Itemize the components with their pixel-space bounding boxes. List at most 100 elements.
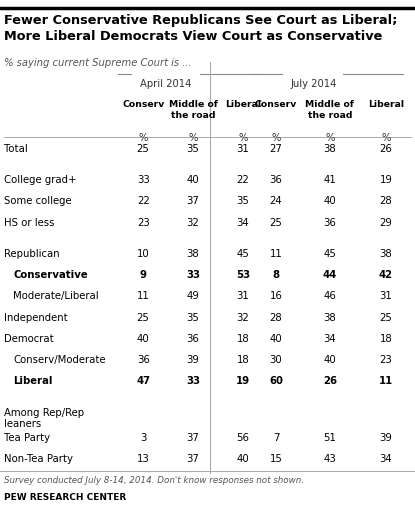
Text: 25: 25 [379,312,393,322]
Text: 33: 33 [186,270,200,280]
Text: Conserv: Conserv [255,100,297,109]
Text: 32: 32 [187,217,199,227]
Text: 22: 22 [237,175,249,185]
Text: 11: 11 [379,376,393,386]
Text: 25: 25 [137,312,150,322]
Text: Republican: Republican [4,248,60,259]
Text: 33: 33 [137,175,149,185]
Text: HS or less: HS or less [4,217,55,227]
Text: 29: 29 [379,217,393,227]
Text: 31: 31 [237,143,249,154]
Text: Independent: Independent [4,312,68,322]
Text: 15: 15 [269,453,283,464]
Text: 38: 38 [324,143,336,154]
Text: 40: 40 [324,196,336,206]
Text: 44: 44 [323,270,337,280]
Text: Moderate/Liberal: Moderate/Liberal [13,291,99,301]
Text: 7: 7 [273,432,279,442]
Text: 34: 34 [237,217,249,227]
Text: 42: 42 [379,270,393,280]
Text: 28: 28 [270,312,282,322]
Text: 45: 45 [323,248,337,259]
Text: 26: 26 [379,143,393,154]
Text: Liberal: Liberal [225,100,261,109]
Text: Democrat: Democrat [4,333,54,343]
Text: 49: 49 [186,291,200,301]
Text: 40: 40 [187,175,199,185]
Text: 37: 37 [186,196,200,206]
Text: 23: 23 [380,355,392,365]
Text: 37: 37 [186,432,200,442]
Text: 23: 23 [137,217,149,227]
Text: 16: 16 [269,291,283,301]
Text: College grad+: College grad+ [4,175,77,185]
Text: 34: 34 [380,453,392,464]
Text: 9: 9 [140,270,146,280]
Text: April 2014: April 2014 [140,79,192,89]
Text: Liberal: Liberal [368,100,404,109]
Text: 18: 18 [237,355,249,365]
Text: 38: 38 [324,312,336,322]
Text: 33: 33 [186,376,200,386]
Text: 45: 45 [236,248,249,259]
Text: Among Rep/Rep
leaners: Among Rep/Rep leaners [4,407,84,429]
Text: %: % [325,132,334,142]
Text: 36: 36 [137,355,150,365]
Text: 13: 13 [137,453,149,464]
Text: Conservative: Conservative [13,270,88,280]
Text: 30: 30 [270,355,282,365]
Text: 19: 19 [379,175,393,185]
Text: %: % [188,132,198,142]
Text: 26: 26 [323,376,337,386]
Text: 43: 43 [324,453,336,464]
Text: Total: Total [4,143,28,154]
Text: 36: 36 [323,217,337,227]
Text: 46: 46 [323,291,337,301]
Text: % saying current Supreme Court is ...: % saying current Supreme Court is ... [4,58,192,68]
Text: 35: 35 [186,312,200,322]
Text: 38: 38 [187,248,199,259]
Text: 25: 25 [269,217,283,227]
Text: 41: 41 [324,175,336,185]
Text: Conserv: Conserv [122,100,164,109]
Text: Middle of
the road: Middle of the road [168,100,217,119]
Text: %: % [381,132,391,142]
Text: 8: 8 [272,270,280,280]
Text: 34: 34 [324,333,336,343]
Text: 40: 40 [237,453,249,464]
Text: 11: 11 [137,291,149,301]
Text: 31: 31 [237,291,249,301]
Text: 35: 35 [236,196,249,206]
Text: Survey conducted July 8-14, 2014. Don't know responses not shown.: Survey conducted July 8-14, 2014. Don't … [4,475,304,484]
Text: 35: 35 [186,143,200,154]
Text: 3: 3 [140,432,146,442]
Text: 47: 47 [136,376,150,386]
Text: Conserv/Moderate: Conserv/Moderate [13,355,106,365]
Text: Fewer Conservative Republicans See Court as Liberal;
More Liberal Democrats View: Fewer Conservative Republicans See Court… [4,14,398,43]
Text: 18: 18 [237,333,249,343]
Text: 19: 19 [236,376,250,386]
Text: PEW RESEARCH CENTER: PEW RESEARCH CENTER [4,492,127,501]
Text: 32: 32 [237,312,249,322]
Text: Middle of
the road: Middle of the road [305,100,354,119]
Text: 36: 36 [186,333,200,343]
Text: %: % [238,132,247,142]
Text: 36: 36 [269,175,283,185]
Text: Some college: Some college [4,196,72,206]
Text: 31: 31 [380,291,392,301]
Text: 56: 56 [236,432,249,442]
Text: 25: 25 [137,143,150,154]
Text: 24: 24 [270,196,282,206]
Text: 40: 40 [270,333,282,343]
Text: 18: 18 [380,333,392,343]
Text: 51: 51 [323,432,337,442]
Text: 40: 40 [137,333,149,343]
Text: 11: 11 [270,248,282,259]
Text: 60: 60 [269,376,283,386]
Text: 10: 10 [137,248,149,259]
Text: 22: 22 [137,196,149,206]
Text: Non-Tea Party: Non-Tea Party [4,453,73,464]
Text: 39: 39 [186,355,200,365]
Text: Tea Party: Tea Party [4,432,50,442]
Text: 28: 28 [380,196,392,206]
